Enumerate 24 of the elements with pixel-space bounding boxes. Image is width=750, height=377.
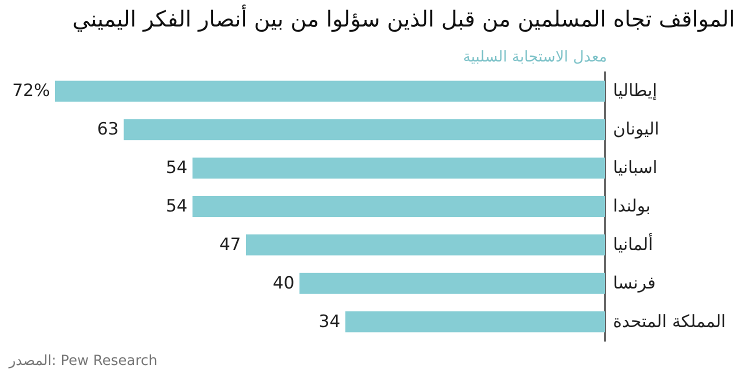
y-tick-label: اسبانيا: [613, 158, 658, 178]
data-label: 47: [219, 234, 241, 255]
y-tick-label: بولندا: [613, 196, 650, 216]
data-label: 54: [166, 196, 188, 216]
bar: [246, 234, 605, 256]
text: المصدر: Pew Research: [8, 353, 158, 369]
bar: [55, 80, 605, 102]
y-tick-label: ألمانيا: [613, 232, 653, 255]
bar: [192, 196, 605, 217]
chart-subtitle: معدل الاستجابة السلبية: [462, 48, 607, 66]
y-tick-label: فرنسا: [613, 273, 656, 294]
bar: [124, 119, 605, 140]
data-label: 63: [97, 120, 119, 140]
bar: [345, 311, 605, 332]
data-label: 34: [318, 312, 340, 332]
data-label: 72%: [12, 81, 50, 102]
data-label: 40: [272, 273, 294, 294]
y-tick-label: اليونان: [613, 120, 660, 140]
bar: [192, 158, 605, 179]
bar: [299, 272, 605, 294]
chart-title: المواقف تجاه المسلمين من قبل الذين سؤلوا من بين أنصار الفكر اليميني: [72, 4, 736, 32]
y-tick-label: المملكة المتحدة: [613, 312, 726, 332]
data-label: 54: [166, 158, 188, 178]
y-tick-label: إيطاليا: [613, 81, 658, 102]
